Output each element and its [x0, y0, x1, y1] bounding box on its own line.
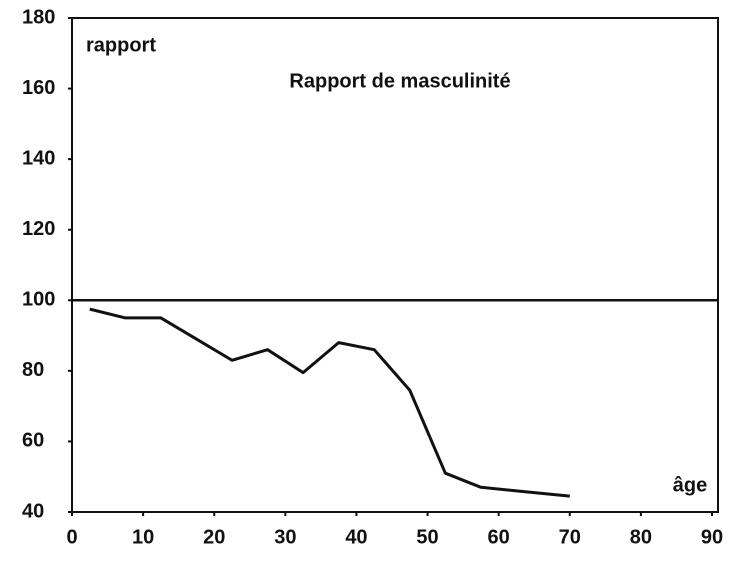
- x-tick-label: 80: [630, 526, 652, 548]
- x-tick-label: 60: [488, 526, 510, 548]
- y-tick-label: 160: [22, 77, 55, 99]
- y-tick-label: 80: [22, 359, 44, 381]
- x-tick-label: 40: [345, 526, 367, 548]
- x-tick-label: 10: [132, 526, 154, 548]
- data-line: [89, 307, 570, 498]
- plot-frame: [71, 17, 719, 513]
- x-tick-label: 50: [416, 526, 438, 548]
- y-tick-label: 120: [22, 218, 55, 240]
- y-tick-label: 140: [22, 147, 55, 169]
- x-tick-label: 90: [701, 526, 723, 548]
- x-tick-label: 70: [559, 526, 581, 548]
- x-tick-label: 20: [203, 526, 225, 548]
- y-tick-label: 100: [22, 289, 55, 311]
- chart-title: Rapport de masculinité: [289, 70, 510, 92]
- y-tick-label: 60: [22, 430, 44, 452]
- y-axis-label: rapport: [86, 34, 156, 56]
- y-tick-label: 40: [22, 500, 44, 522]
- y-tick-label: 180: [22, 6, 55, 28]
- x-axis-label: âge: [673, 474, 707, 496]
- x-tick-label: 0: [66, 526, 77, 548]
- x-tick-label: 30: [274, 526, 296, 548]
